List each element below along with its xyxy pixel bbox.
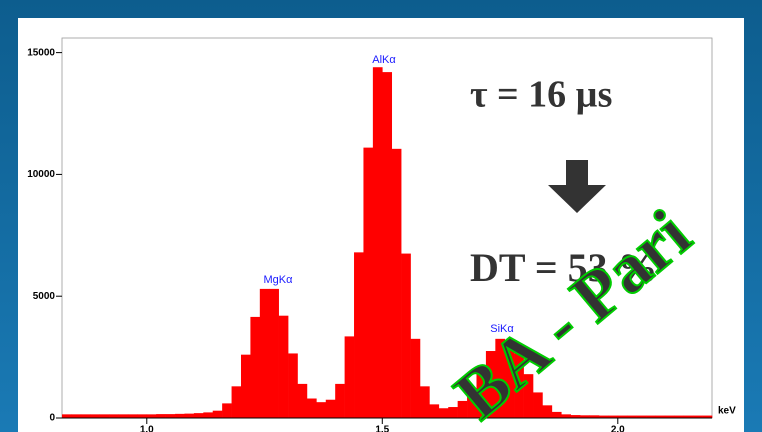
bar — [269, 288, 279, 418]
bar — [674, 415, 685, 418]
bar — [363, 147, 374, 418]
bar — [495, 338, 506, 418]
arrow — [548, 160, 606, 213]
bar — [193, 413, 204, 418]
bar — [297, 383, 308, 418]
bar — [288, 353, 298, 418]
bar — [702, 415, 713, 418]
y-tick-label: 15000 — [27, 47, 55, 58]
bar — [438, 408, 449, 418]
bar — [608, 415, 619, 418]
bar — [118, 414, 129, 418]
x-axis-label: keV — [718, 406, 736, 417]
bar — [137, 414, 148, 418]
bar — [551, 411, 562, 418]
annotation: DT = 53 % — [470, 245, 658, 290]
bar — [410, 338, 421, 418]
bar — [401, 253, 411, 418]
annotation: τ = 16 µs — [470, 74, 612, 116]
bar — [80, 414, 91, 418]
x-tick-label: 2.0 — [611, 425, 625, 432]
bar — [514, 353, 524, 418]
bar — [636, 415, 647, 418]
bar — [99, 414, 110, 418]
x-tick-label: 1.0 — [140, 425, 154, 432]
bar — [485, 351, 496, 418]
bar — [504, 340, 515, 418]
bar — [278, 315, 289, 418]
bar — [306, 398, 317, 418]
peak-label: MgKα — [264, 274, 294, 286]
bar — [457, 400, 468, 418]
bar — [448, 407, 458, 418]
bar — [71, 414, 82, 418]
bar — [146, 414, 157, 418]
bar — [203, 412, 214, 418]
bar — [184, 413, 195, 418]
bar — [570, 415, 581, 418]
bar — [175, 413, 185, 418]
bar — [212, 410, 223, 418]
bar — [259, 288, 270, 418]
bar — [344, 336, 355, 418]
bar — [664, 415, 675, 418]
bar — [391, 148, 402, 419]
y-tick-label: 5000 — [33, 291, 56, 302]
bar — [467, 388, 477, 418]
bar — [683, 415, 694, 418]
bar — [335, 383, 345, 418]
bar — [90, 414, 100, 418]
bar — [655, 415, 666, 418]
bar — [561, 414, 571, 418]
bar — [127, 414, 138, 418]
y-tick-label: 0 — [49, 413, 55, 424]
bar — [372, 67, 383, 418]
x-tick-label: 1.5 — [375, 425, 389, 432]
bar — [240, 354, 251, 418]
bar — [429, 404, 440, 418]
bar — [533, 392, 543, 418]
bar — [627, 415, 637, 418]
bar — [222, 403, 232, 418]
bar — [231, 386, 242, 418]
bar — [589, 415, 600, 418]
bar — [598, 415, 609, 418]
bar — [316, 402, 327, 418]
bar — [580, 415, 590, 418]
bar — [646, 415, 656, 418]
peak-label: AlKα — [372, 54, 396, 66]
y-tick-label: 10000 — [27, 169, 55, 180]
bar — [250, 316, 261, 418]
bar — [109, 414, 119, 418]
bar — [156, 414, 166, 418]
bar — [542, 405, 553, 418]
bar — [617, 415, 628, 418]
bar — [382, 72, 393, 418]
bar — [476, 370, 487, 418]
bar — [693, 415, 703, 418]
bar — [523, 374, 534, 418]
bar — [419, 386, 430, 418]
bar — [354, 252, 364, 418]
bar — [325, 399, 336, 418]
bar — [165, 414, 176, 418]
peak-label: SiKα — [490, 323, 514, 335]
bar — [62, 414, 72, 418]
